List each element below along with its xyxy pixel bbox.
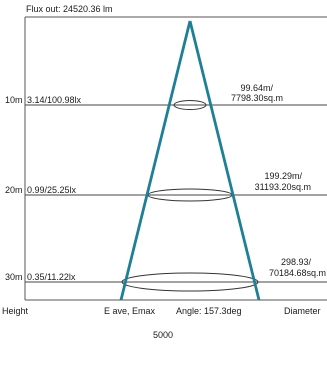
beam-edge-right	[188, 20, 261, 301]
beam-angle-label: Angle: 157.3deg	[176, 306, 242, 316]
diameter-label-10m-line1: 99.64m/	[240, 83, 273, 93]
illuminance-label-30m: 0.35/11.22lx	[27, 272, 76, 282]
beam-cross-section-10m	[173, 100, 207, 110]
diameter-label-30m-line1: 298.93/	[281, 257, 312, 267]
height-label-20m: 20m	[5, 185, 23, 195]
height-label-10m: 10m	[5, 95, 23, 105]
diameter-column-label: Diameter	[284, 306, 321, 316]
diameter-label-30m-line2: 70184.68sq.m	[269, 268, 326, 278]
flux-out-label: Flux out: 24520.36 lm	[26, 4, 113, 14]
diameter-label-10m-line2: 7798.30sq.m	[231, 93, 283, 103]
beam-edge-left	[119, 20, 192, 301]
model-number-label: 5000	[153, 330, 173, 340]
diameter-label-20m-line2: 31193.20sq.m	[255, 182, 311, 192]
eave-emax-label: E ave, Emax	[104, 306, 156, 316]
beam-cross-section-30m	[121, 272, 259, 292]
illuminance-label-10m: 3.14/100.98lx	[27, 95, 82, 105]
illuminance-label-20m: 0.99/25.25lx	[27, 185, 77, 195]
height-label-30m: 30m	[5, 272, 23, 282]
diameter-label-20m-line1: 199.29m/	[264, 171, 302, 181]
height-column-label: Height	[2, 306, 29, 316]
